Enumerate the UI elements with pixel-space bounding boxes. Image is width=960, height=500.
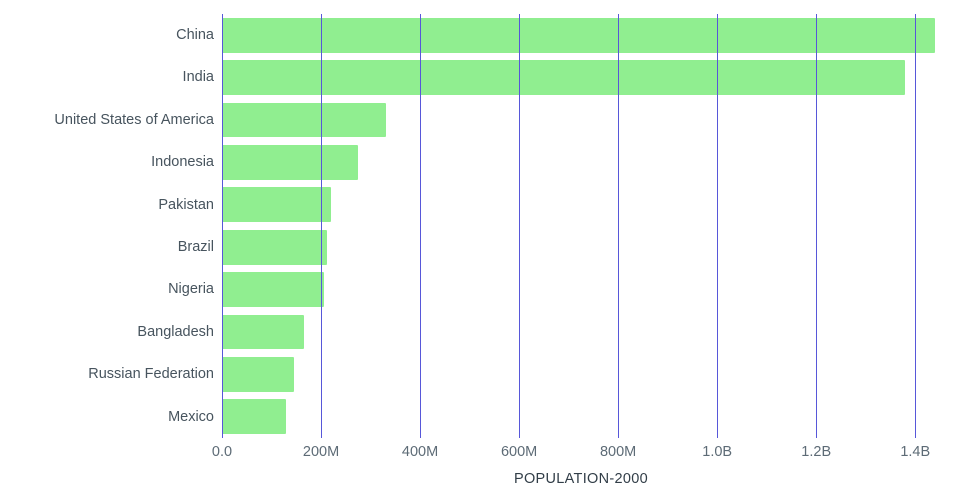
bar bbox=[222, 399, 286, 435]
category-label: Bangladesh bbox=[137, 323, 214, 340]
bar-row bbox=[222, 396, 940, 438]
x-axis-title: POPULATION-2000 bbox=[514, 471, 648, 487]
x-tick-label: 600M bbox=[500, 444, 538, 460]
x-tick-label: 1.2B bbox=[801, 444, 832, 460]
x-tick-label: 400M bbox=[401, 444, 439, 460]
bar bbox=[222, 229, 328, 265]
category-label: Mexico bbox=[168, 408, 214, 425]
bar-row bbox=[222, 99, 940, 141]
category-label: United States of America bbox=[54, 111, 214, 128]
bar-row bbox=[222, 226, 940, 268]
bar-row bbox=[222, 353, 940, 395]
category-label: Indonesia bbox=[151, 154, 214, 171]
bar bbox=[222, 60, 906, 95]
bar bbox=[222, 357, 295, 392]
x-tick-label: 0.0 bbox=[211, 444, 233, 460]
bar-row bbox=[222, 56, 940, 98]
plot-area bbox=[222, 14, 940, 438]
category-label: Brazil bbox=[177, 238, 214, 255]
x-axis-ticks: 0.0 200M 400M 600M 800M 1.0B 1.2B 1.4B bbox=[212, 444, 940, 464]
x-tick-label: 1.0B bbox=[702, 444, 733, 460]
category-label: Russian Federation bbox=[88, 366, 214, 383]
category-labels: China India United States of America Indone… bbox=[0, 14, 214, 438]
x-tick-label: 200M bbox=[302, 444, 340, 460]
bar bbox=[222, 272, 324, 308]
bar-row bbox=[222, 311, 940, 353]
x-tick-label: 800M bbox=[599, 444, 637, 460]
bar bbox=[222, 17, 935, 53]
category-label: Nigeria bbox=[168, 281, 214, 298]
bar-row bbox=[222, 184, 940, 226]
bars-container bbox=[222, 14, 940, 438]
bar bbox=[222, 102, 386, 138]
category-label: China bbox=[176, 26, 214, 43]
bar-row bbox=[222, 14, 940, 56]
bar bbox=[222, 187, 332, 223]
x-tick-label: 1.4B bbox=[900, 444, 931, 460]
bar bbox=[222, 314, 304, 350]
bar bbox=[222, 145, 358, 180]
bar-row bbox=[222, 141, 940, 183]
bar-row bbox=[222, 268, 940, 310]
category-label: India bbox=[182, 69, 214, 86]
category-label: Pakistan bbox=[158, 196, 214, 213]
